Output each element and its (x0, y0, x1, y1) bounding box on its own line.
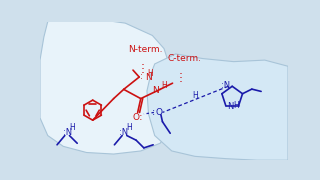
Text: :N: :N (221, 81, 230, 90)
Text: C-term.: C-term. (168, 54, 202, 63)
Text: .: . (178, 72, 182, 85)
Polygon shape (40, 18, 176, 154)
Text: H: H (161, 81, 167, 90)
Text: H: H (126, 123, 132, 132)
Text: O: O (132, 112, 140, 122)
Text: :: : (152, 107, 156, 118)
Polygon shape (147, 54, 288, 160)
Text: H: H (147, 69, 153, 78)
Text: :: : (140, 72, 143, 81)
Text: H: H (70, 123, 76, 132)
Text: .: . (178, 68, 182, 81)
Text: .: . (141, 55, 145, 68)
Text: N: N (145, 73, 151, 82)
Text: :: : (139, 112, 143, 122)
Text: :N: :N (63, 128, 72, 137)
Text: N-term.: N-term. (128, 45, 163, 54)
Text: H: H (233, 100, 238, 109)
Text: H: H (193, 91, 198, 100)
Text: :N: :N (119, 128, 128, 137)
Text: .: . (178, 64, 182, 77)
Text: N: N (152, 86, 159, 95)
Text: O: O (156, 108, 163, 117)
Text: .: . (141, 63, 145, 76)
Text: .: . (141, 59, 145, 72)
Text: N: N (228, 102, 234, 111)
